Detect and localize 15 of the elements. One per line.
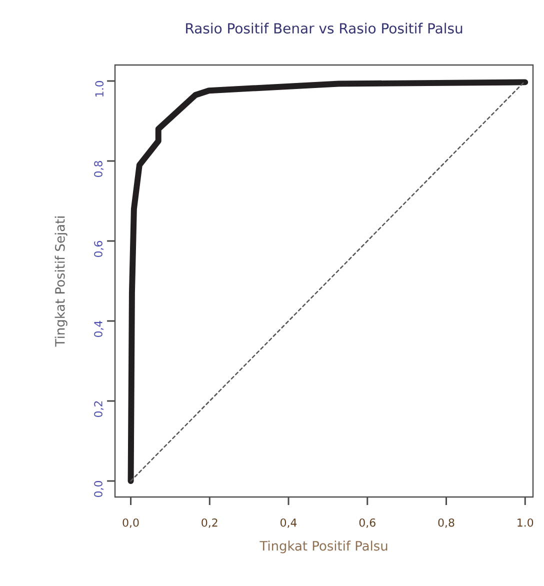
x-axis-title: Tingkat Positif Palsu (260, 540, 388, 554)
y-tick-label: 1.0 (95, 80, 104, 96)
x-tick-label: 0,2 (202, 518, 218, 528)
y-tick-label: 0,6 (94, 240, 104, 257)
x-tick-label: 1.0 (518, 518, 534, 527)
x-tick-label: 0,0 (122, 518, 139, 528)
y-axis-title: Tingkat Positif Sejati (54, 216, 68, 347)
y-tick-label: 0,4 (94, 320, 104, 337)
y-tick-label: 0,8 (94, 161, 104, 177)
chart-title: Rasio Positif Benar vs Rasio Positif Palsu (186, 22, 462, 34)
x-tick-label: 0,4 (280, 518, 297, 528)
y-tick-label: 0,0 (94, 480, 104, 497)
x-tick-label: 0,6 (359, 518, 376, 528)
x-tick-label: 0,8 (438, 518, 454, 528)
y-tick-label: 0,2 (94, 401, 104, 417)
